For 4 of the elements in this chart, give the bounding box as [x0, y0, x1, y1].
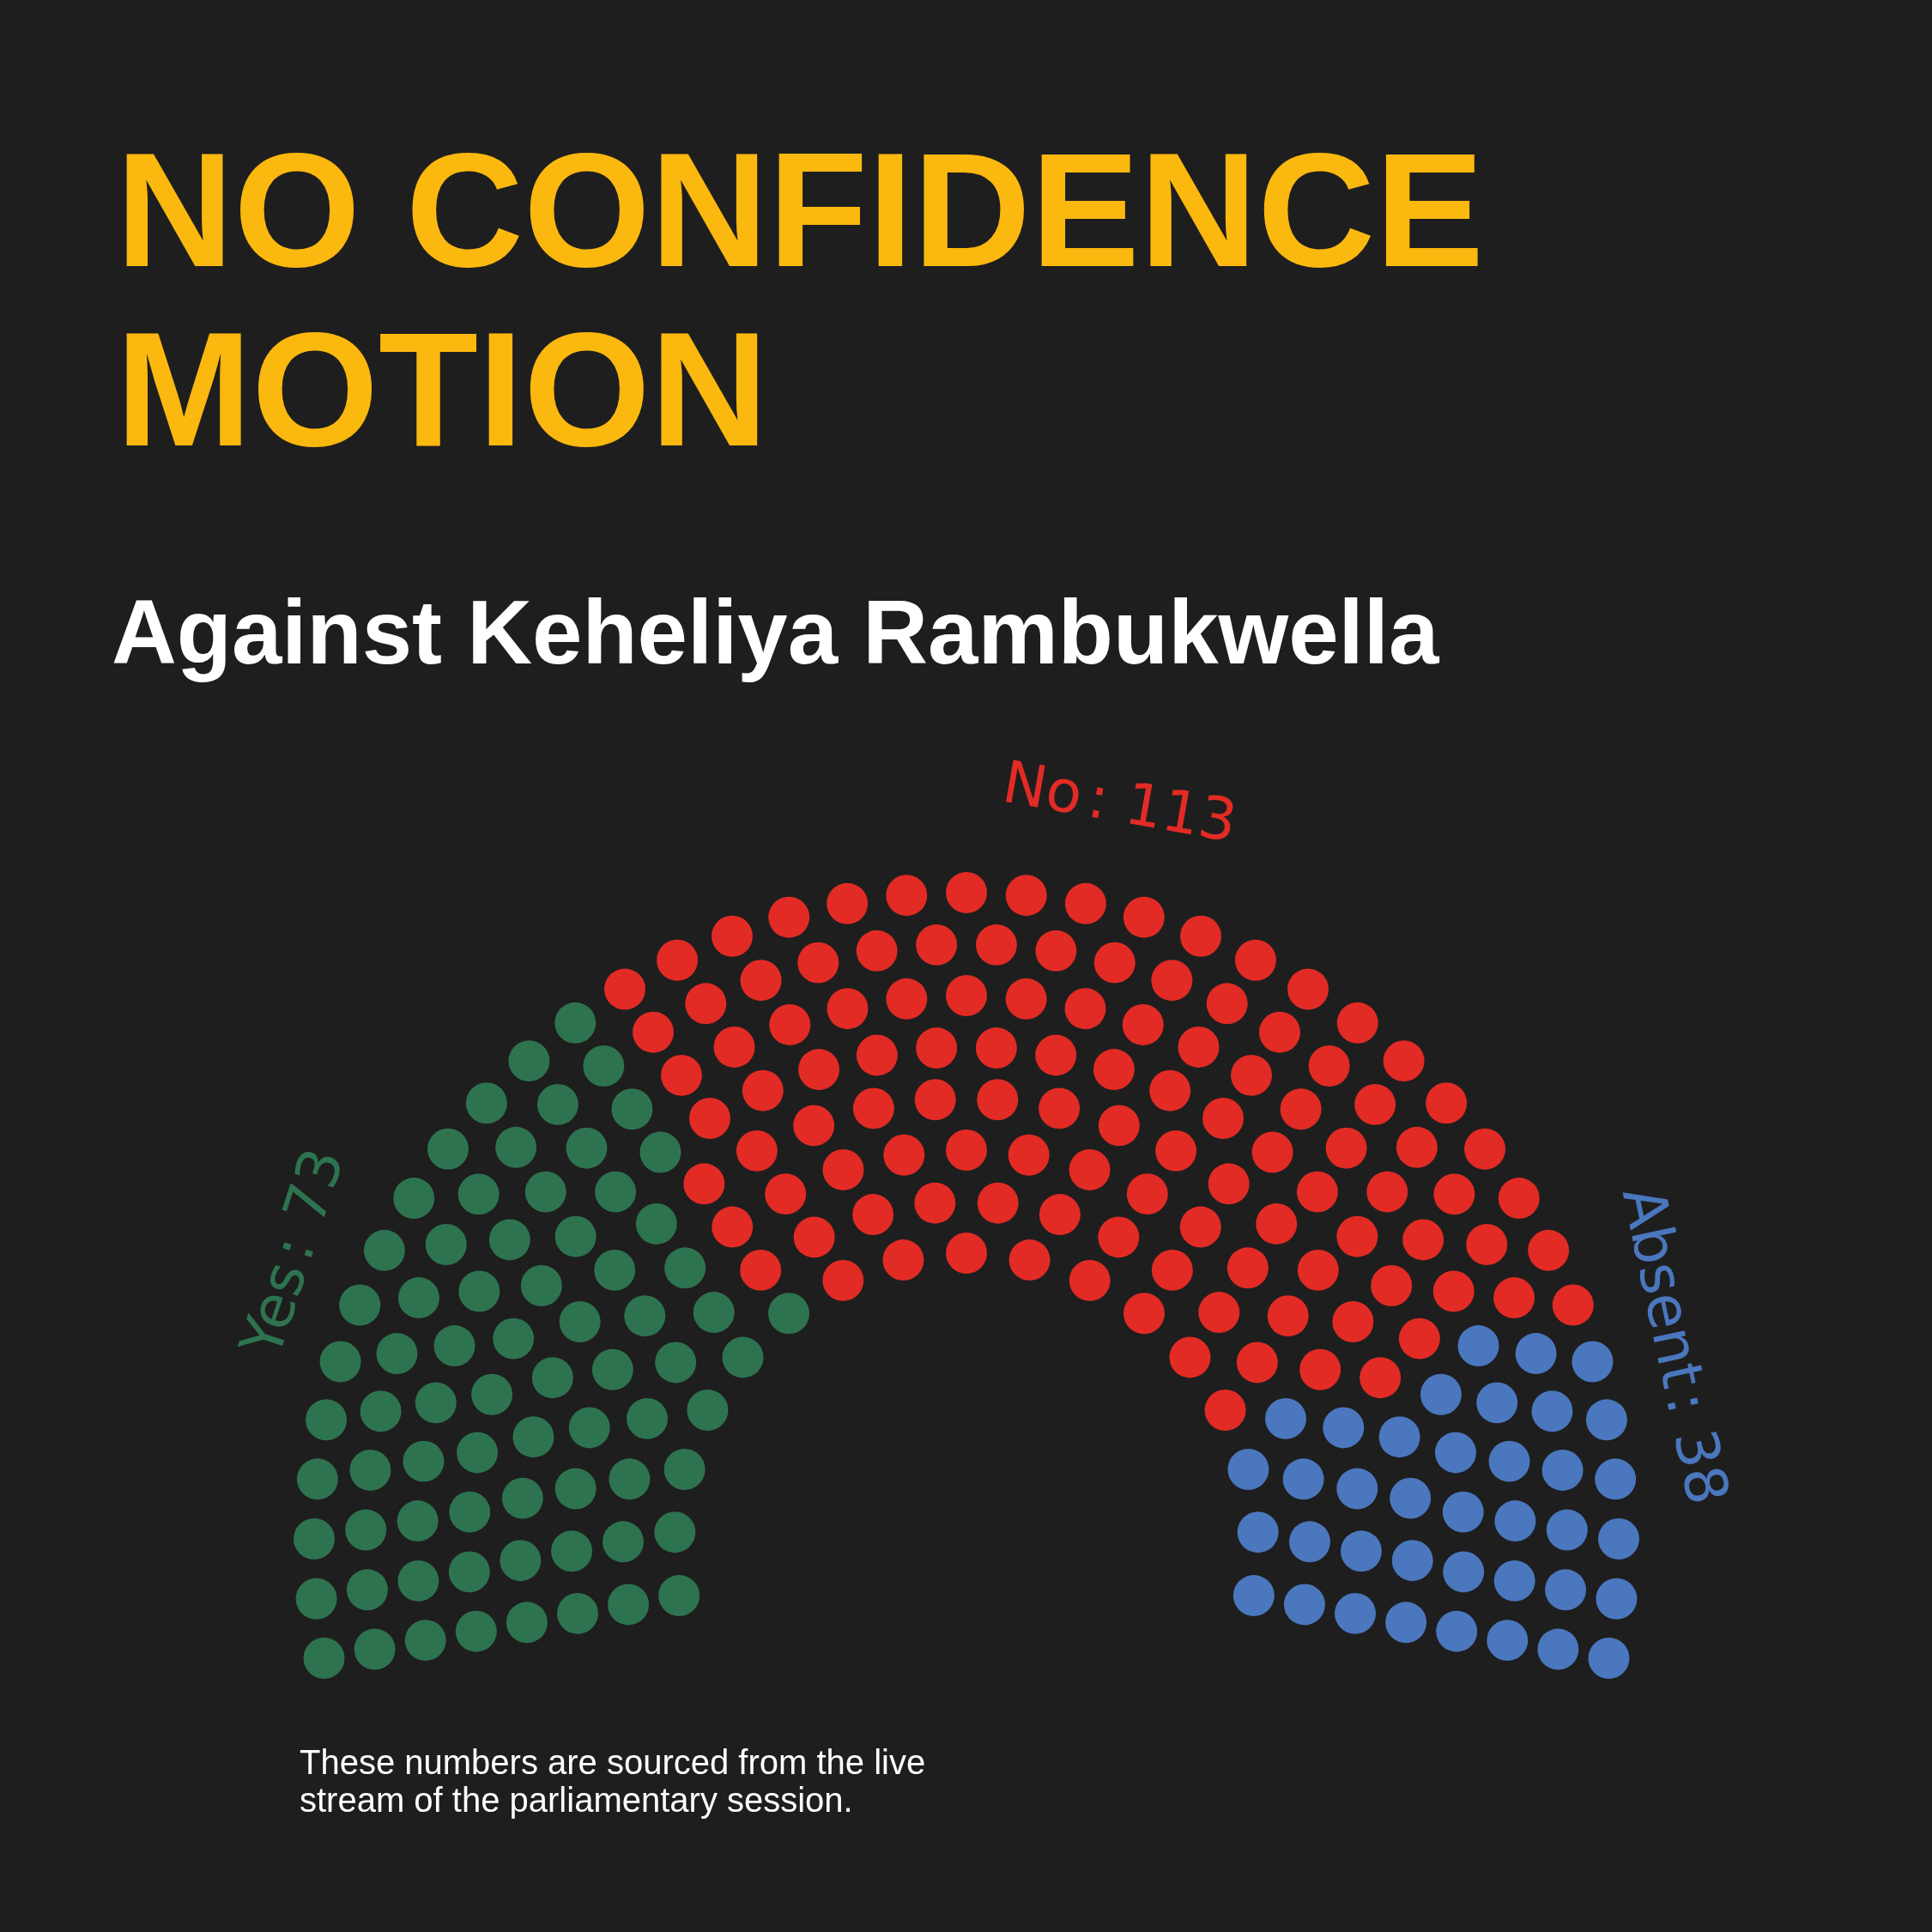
text: NO CONFIDENCE MOTION: [116, 118, 1484, 480]
category-label: Absent: [1608, 1180, 1718, 1394]
text: These numbers are sourced from the live stream of the parliamentary session.: [300, 1743, 926, 1819]
text: Against Keheliya Rambukwella: [112, 582, 1440, 682]
